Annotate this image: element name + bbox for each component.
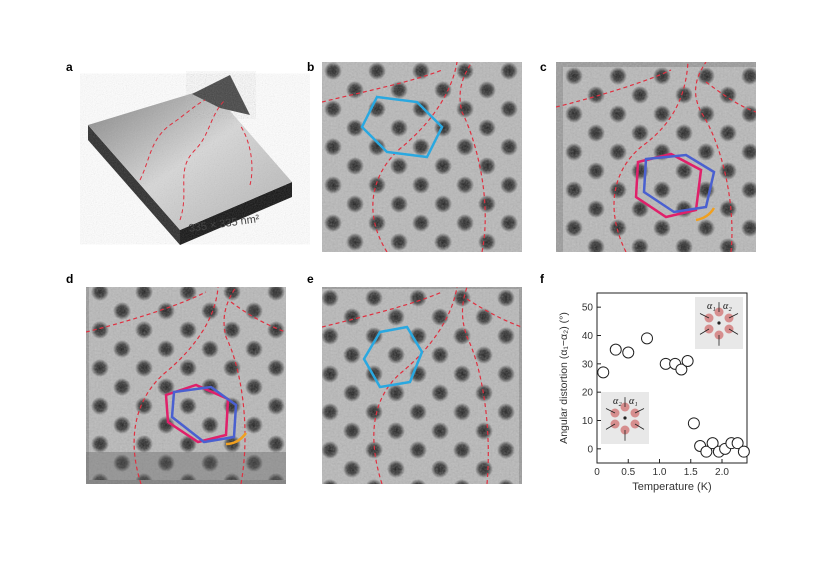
hexagon-blue xyxy=(642,153,716,214)
panel-label-d: d xyxy=(66,272,74,286)
inset-angle-label: α₁ xyxy=(707,301,716,312)
data-point xyxy=(681,355,694,367)
panel-label-f: f xyxy=(540,272,544,286)
data-point xyxy=(731,437,744,450)
y-tick-label: 30 xyxy=(582,359,594,370)
angle-arc-orange xyxy=(695,207,716,222)
plot-frame xyxy=(596,292,748,464)
x-tick-label: 0.5 xyxy=(621,467,635,478)
topography-3d-image xyxy=(88,75,292,245)
inset-angle-label: α₂ xyxy=(613,396,622,407)
hexagon-blue xyxy=(170,385,238,444)
angular-distortion-chart: 0 0.5 1.0 1.5 2.0 0 10 20 30 40 50 Temperature (K) A… xyxy=(558,292,750,493)
data-point xyxy=(641,332,653,345)
y-tick-label: 20 xyxy=(582,388,594,399)
stm-image-c xyxy=(556,62,756,252)
inset-angle-label: α₁ xyxy=(629,396,638,407)
stm-image-e xyxy=(322,287,522,484)
data-point xyxy=(622,346,635,359)
hexagon-cyan xyxy=(360,95,444,159)
data-point xyxy=(609,343,622,356)
x-tick-label: 2.0 xyxy=(715,467,729,478)
inset-high-temperature-lattice: α₂ α₁ xyxy=(601,392,649,444)
data-point xyxy=(700,445,713,458)
x-tick-label: 0 xyxy=(594,467,600,478)
hexagon-magenta xyxy=(634,152,703,219)
panel-label-e: e xyxy=(307,272,314,286)
data-point xyxy=(597,366,610,379)
stm-image-b xyxy=(322,62,522,252)
hexagon-cyan xyxy=(362,325,424,389)
x-tick-label: 1.0 xyxy=(653,467,667,478)
stm-image-d xyxy=(86,287,286,484)
data-point xyxy=(737,445,750,458)
y-axis-label: Angular distortion (α₁−α₂) (°) xyxy=(558,312,570,444)
y-tick-label: 40 xyxy=(582,331,594,342)
x-tick-label: 1.5 xyxy=(684,467,698,478)
y-tick-label: 10 xyxy=(582,416,594,427)
data-point xyxy=(687,417,700,430)
x-axis-label: Temperature (K) xyxy=(632,481,711,493)
data-point xyxy=(706,437,719,450)
panel-label-c: c xyxy=(540,60,547,74)
inset-angle-label: α₂ xyxy=(723,301,732,312)
inset-low-temperature-lattice: α₁ α₂ xyxy=(695,297,743,349)
data-point xyxy=(675,363,688,376)
panel-label-a: a xyxy=(66,60,73,74)
panel-label-b: b xyxy=(307,60,315,74)
angle-arc-orange xyxy=(225,432,248,446)
y-tick-label: 0 xyxy=(587,444,593,455)
y-tick-label: 50 xyxy=(582,303,594,314)
hexagon-magenta xyxy=(164,383,230,444)
